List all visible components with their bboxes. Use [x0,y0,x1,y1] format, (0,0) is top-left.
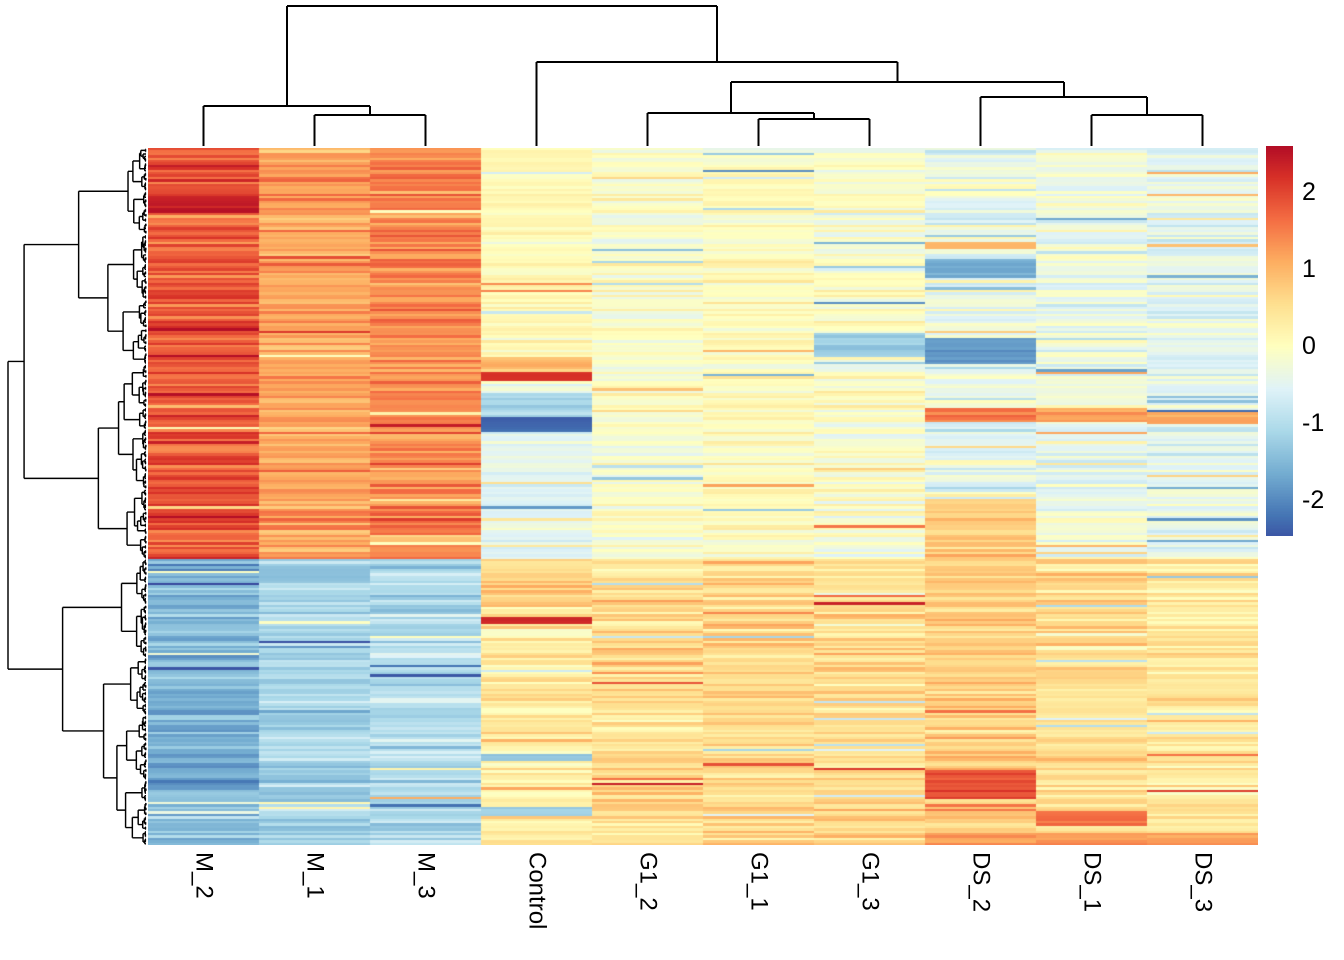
column-label-ds-2: DS_2 [967,852,995,913]
column-label-m-3: M_3 [412,852,440,899]
column-label-ds-1: DS_1 [1078,852,1106,913]
column-label-g1-2: G1_2 [634,852,662,911]
legend-tick-2: 2 [1302,178,1316,206]
column-label-ds-3: DS_3 [1189,852,1217,913]
heatmap-matrix [148,148,1258,845]
column-label-g1-1: G1_1 [745,852,773,911]
column-label-control: Control [523,852,551,930]
row-dendrogram [7,148,147,845]
legend-tick-neg-1: -1 [1302,409,1325,437]
column-label-g1-3: G1_3 [856,852,884,911]
legend-tick-0: 0 [1302,332,1316,360]
column-label-m-1: M_1 [301,852,329,899]
legend-colorbar [1266,146,1293,536]
legend-tick-neg-2: -2 [1302,486,1325,514]
legend-tick-1: 1 [1302,255,1316,283]
column-label-m-2: M_2 [190,852,218,899]
column-dendrogram [202,5,1204,146]
